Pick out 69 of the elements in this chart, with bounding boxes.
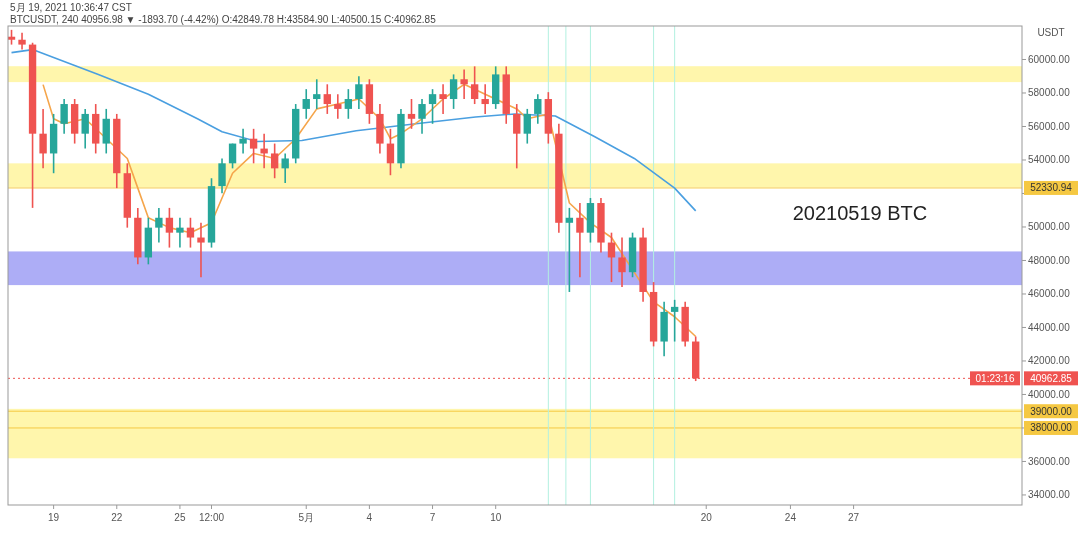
candlestick bbox=[386, 128, 395, 177]
candlestick bbox=[407, 98, 416, 130]
y-tick-label: 40000.00 bbox=[1028, 388, 1071, 400]
candlestick bbox=[228, 142, 237, 170]
candlestick bbox=[481, 83, 489, 115]
candlestick bbox=[344, 88, 353, 120]
candlestick bbox=[60, 98, 68, 135]
x-tick-label: 20 bbox=[700, 512, 713, 523]
y-tick-label: 60000.00 bbox=[1028, 54, 1071, 65]
ref-line-label: 40962.85 bbox=[1030, 372, 1073, 384]
candlestick bbox=[155, 207, 163, 244]
text: 5月 19, 2021 10:36:47 CST bbox=[10, 2, 132, 13]
x-tick-label: 24 bbox=[784, 512, 797, 523]
y-tick-label: 42000.00 bbox=[1028, 355, 1071, 367]
annotation: 01:23:16 bbox=[975, 372, 1015, 384]
y-axis-title: USDT bbox=[1037, 27, 1065, 38]
candlestick bbox=[39, 108, 47, 170]
ref-line-label: 38000.00 bbox=[1030, 422, 1073, 434]
candlestick bbox=[186, 216, 195, 249]
text: BTCUSDT, 240 40956.98 ▼ -1893.70 (-4.42%) O:42849.78 H:43584.90 L:40500.15 C:40962.85 bbox=[10, 14, 437, 25]
y-tick-label: 50000.00 bbox=[1028, 221, 1071, 233]
candlestick bbox=[565, 207, 574, 293]
candlestick bbox=[470, 65, 479, 105]
candlestick bbox=[513, 103, 521, 170]
candlestick bbox=[197, 221, 205, 279]
candlestick bbox=[449, 73, 458, 110]
y-tick-label: 54000.00 bbox=[1028, 154, 1071, 166]
x-tick-label: 10 bbox=[490, 512, 502, 523]
candlestick bbox=[439, 83, 447, 115]
candlestick bbox=[460, 68, 468, 100]
x-tick-label: 25 bbox=[174, 512, 186, 523]
candlestick bbox=[334, 93, 342, 120]
candlestick bbox=[270, 142, 279, 180]
candlestick bbox=[534, 93, 542, 125]
candlestick bbox=[81, 108, 89, 150]
candlestick bbox=[165, 207, 174, 249]
candlestick bbox=[355, 75, 363, 110]
x-tick-label: 22 bbox=[111, 512, 123, 523]
y-tick-label: 58000.00 bbox=[1028, 87, 1071, 99]
candlestick bbox=[418, 98, 426, 135]
candlestick bbox=[618, 236, 626, 288]
line-series bbox=[10, 48, 697, 212]
candlestick bbox=[218, 157, 226, 194]
y-tick-label: 44000.00 bbox=[1028, 321, 1071, 333]
x-tick-label: 27 bbox=[848, 512, 860, 523]
candlestick bbox=[428, 88, 437, 125]
candlestick bbox=[670, 299, 679, 343]
y-tick-label: 56000.00 bbox=[1028, 120, 1071, 132]
y-tick-label: 34000.00 bbox=[1028, 489, 1071, 501]
y-tick-label: 48000.00 bbox=[1028, 254, 1071, 266]
x-tick-label: 12:00 bbox=[198, 512, 225, 523]
candlestick bbox=[523, 108, 531, 145]
x-tick-label: 19 bbox=[48, 512, 60, 523]
text: 20210519 BTC bbox=[792, 202, 928, 224]
candlestick bbox=[323, 83, 331, 115]
candlestick bbox=[576, 202, 584, 279]
ref-line-label: 52330.94 bbox=[1030, 182, 1073, 194]
y-tick-label: 36000.00 bbox=[1028, 455, 1071, 467]
x-tick-label: 4 bbox=[366, 512, 373, 523]
candlestick bbox=[249, 128, 258, 165]
candlestick bbox=[281, 152, 289, 184]
candlestick bbox=[176, 216, 184, 249]
ref-line-label: 39000.00 bbox=[1030, 405, 1073, 417]
y-tick-label: 46000.00 bbox=[1028, 288, 1071, 300]
candlestick bbox=[239, 128, 247, 155]
candlestick bbox=[302, 88, 310, 120]
x-tick-label: 7 bbox=[429, 512, 436, 523]
x-tick-label: 5月 bbox=[298, 512, 315, 523]
candlestick bbox=[313, 78, 321, 110]
